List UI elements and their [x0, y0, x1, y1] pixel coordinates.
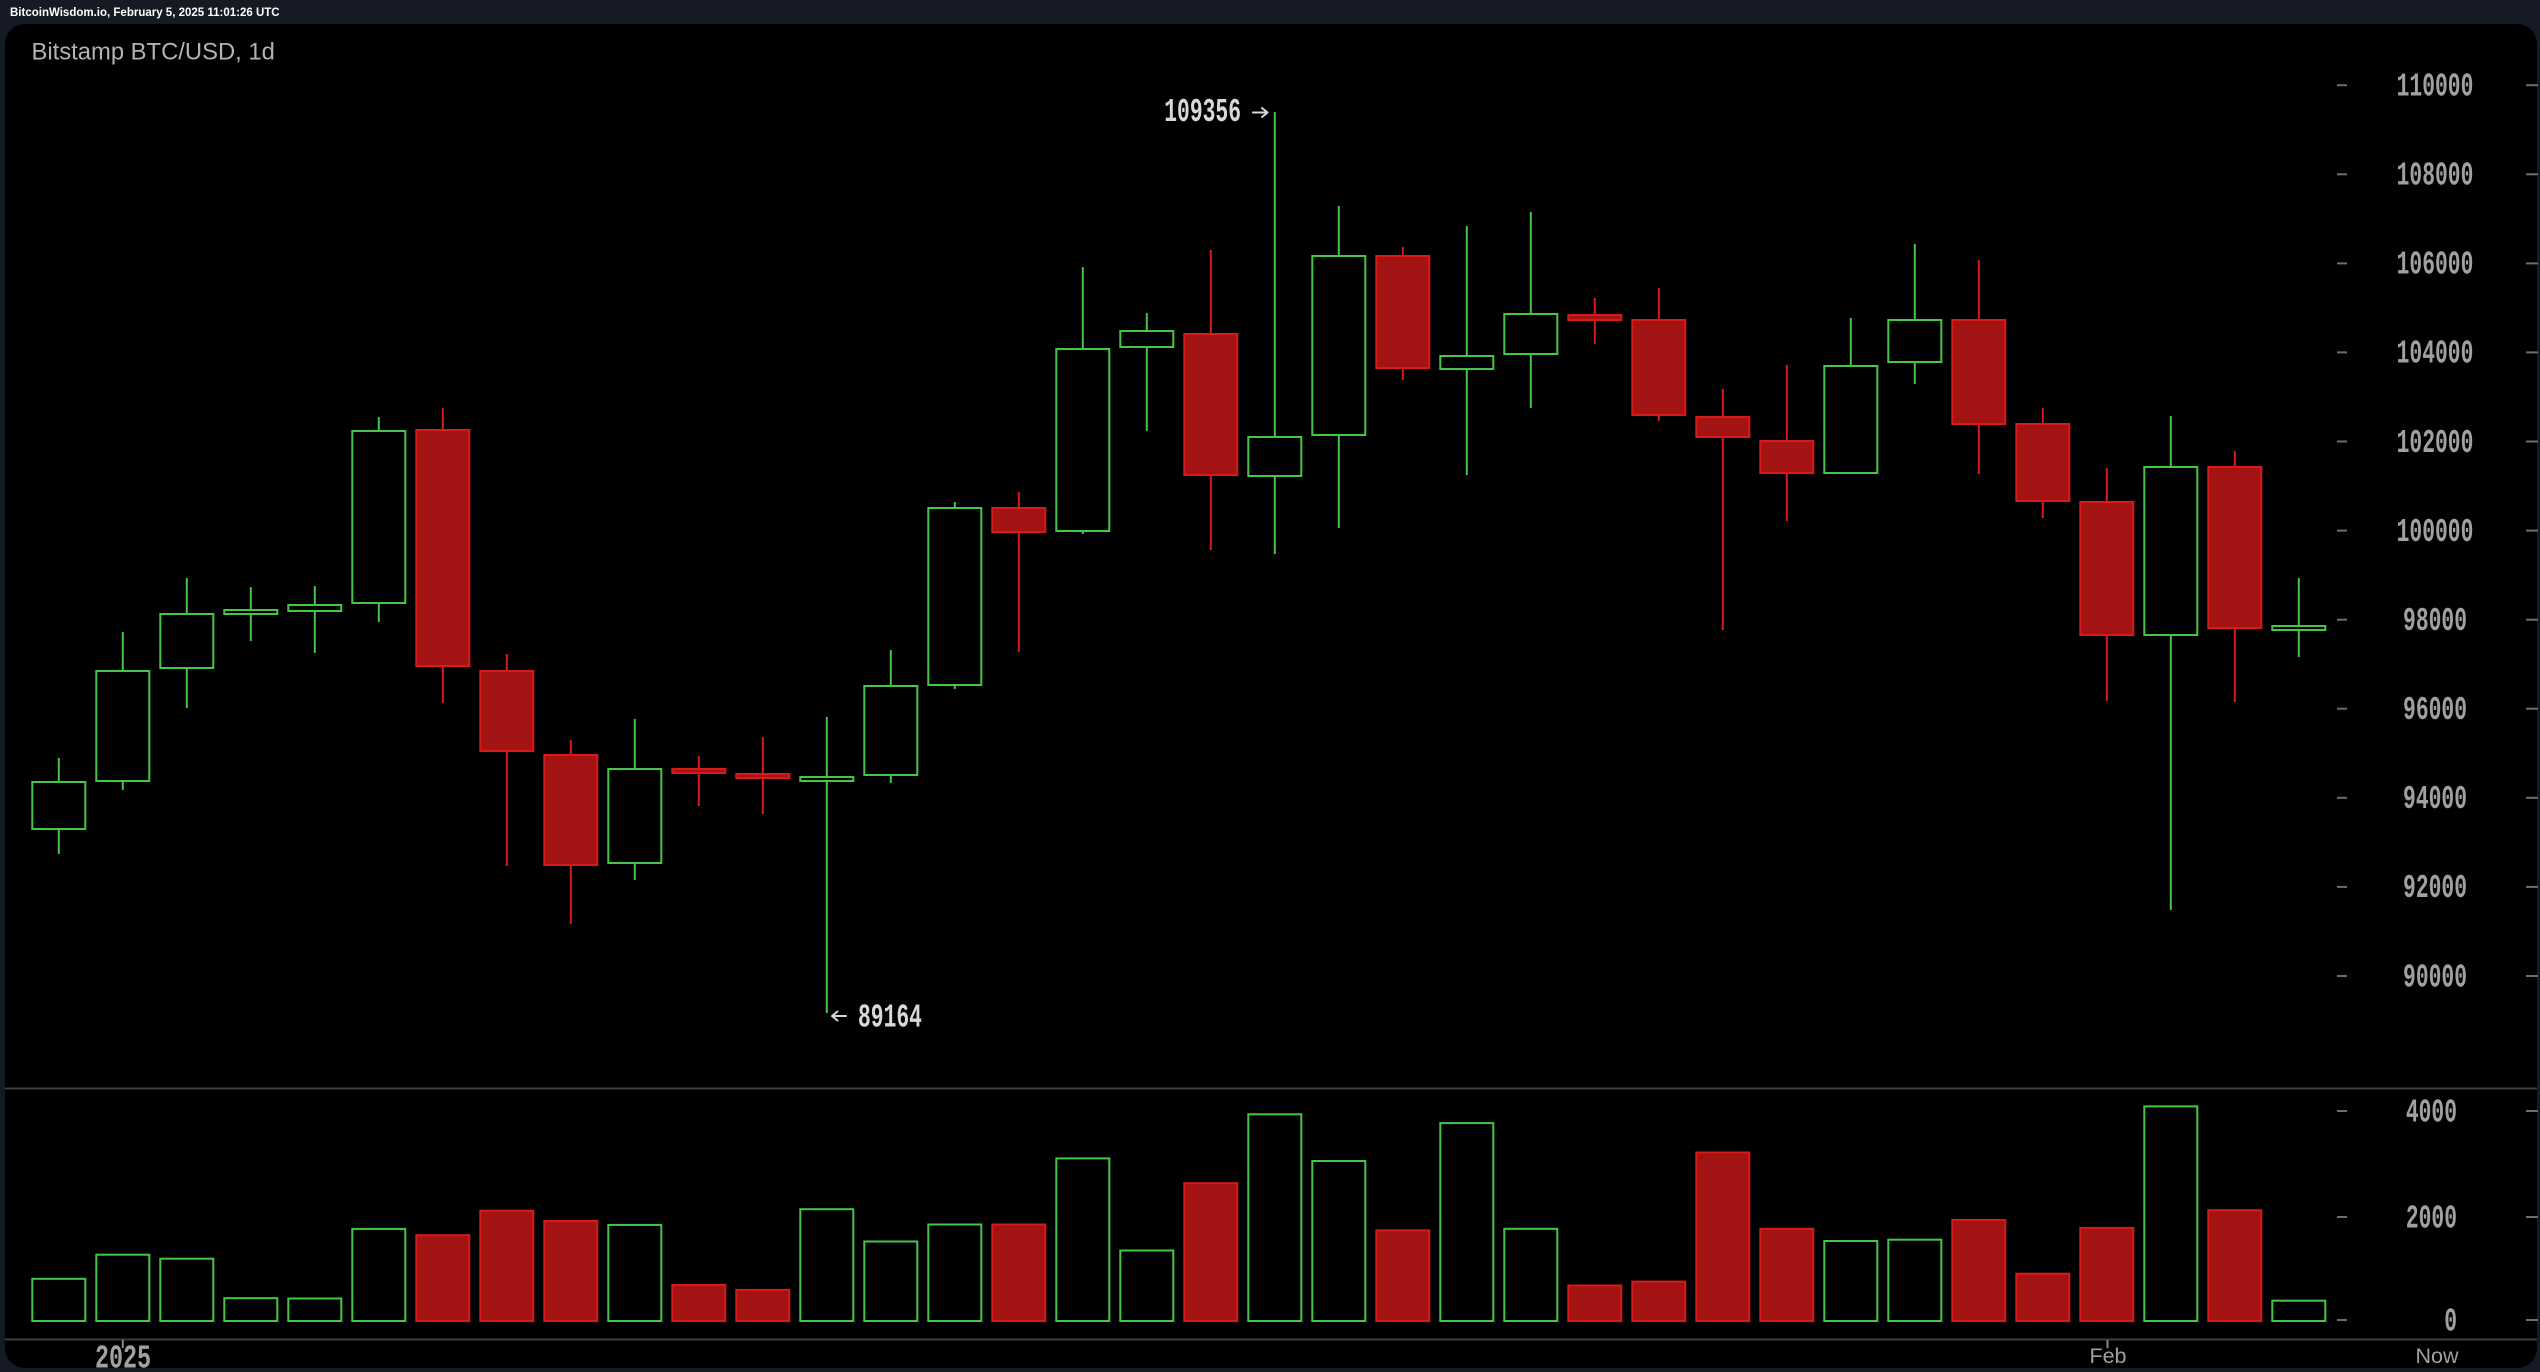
svg-text:110000: 110000: [2397, 68, 2474, 106]
svg-text:0: 0: [2444, 1303, 2457, 1341]
svg-text:98000: 98000: [2403, 602, 2467, 640]
svg-text:92000: 92000: [2403, 870, 2467, 908]
svg-text:108000: 108000: [2397, 157, 2474, 195]
svg-text:109356: 109356: [1164, 93, 1241, 131]
svg-text:2025: 2025: [95, 1340, 151, 1372]
svg-text:4000: 4000: [2406, 1094, 2457, 1132]
svg-text:Feb: Feb: [2089, 1344, 2126, 1368]
svg-text:Now: Now: [2415, 1344, 2458, 1368]
svg-text:100000: 100000: [2397, 513, 2474, 551]
svg-text:104000: 104000: [2397, 335, 2474, 373]
svg-text:90000: 90000: [2403, 959, 2467, 997]
svg-text:94000: 94000: [2403, 781, 2467, 819]
svg-text:89164: 89164: [858, 999, 922, 1037]
svg-text:2000: 2000: [2406, 1200, 2457, 1238]
svg-text:96000: 96000: [2403, 691, 2467, 729]
svg-text:106000: 106000: [2397, 246, 2474, 284]
svg-text:BitcoinWisdom.io, February 5,: BitcoinWisdom.io, February 5, 2025 11:01…: [10, 7, 280, 19]
svg-text:102000: 102000: [2397, 424, 2474, 462]
svg-text:Bitstamp BTC/USD, 1d: Bitstamp BTC/USD, 1d: [32, 39, 275, 66]
